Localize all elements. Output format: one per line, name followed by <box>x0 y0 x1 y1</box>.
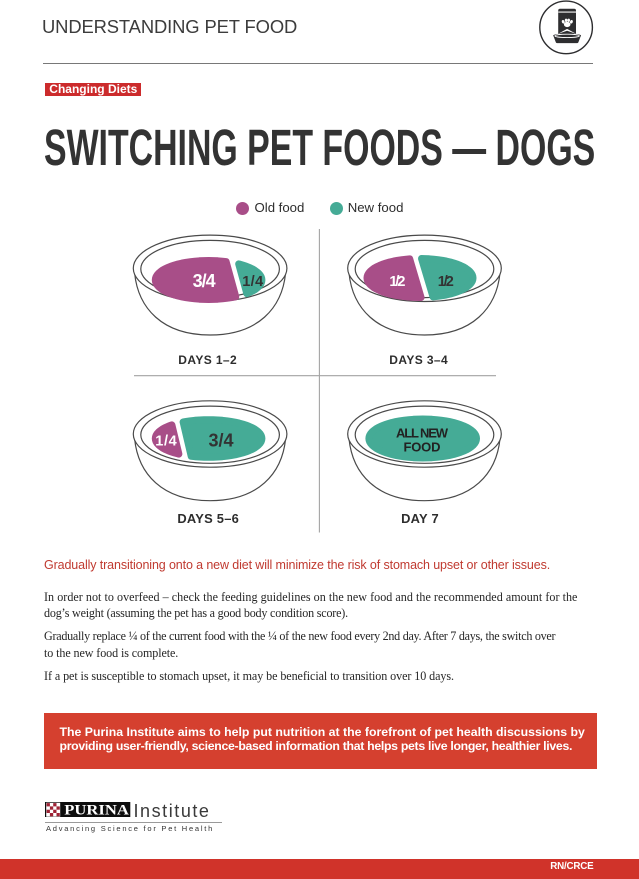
svg-text:PURINA: PURINA <box>65 802 130 817</box>
svg-text:3/4: 3/4 <box>193 271 216 291</box>
svg-text:3/4: 3/4 <box>209 431 234 451</box>
svg-text:1/2: 1/2 <box>438 274 454 290</box>
svg-text:1/4: 1/4 <box>242 274 263 290</box>
svg-text:1/4: 1/4 <box>155 434 177 450</box>
svg-text:1/2: 1/2 <box>389 274 405 290</box>
svg-text:FOOD: FOOD <box>404 440 441 455</box>
svg-text:ALL NEW: ALL NEW <box>396 426 449 441</box>
